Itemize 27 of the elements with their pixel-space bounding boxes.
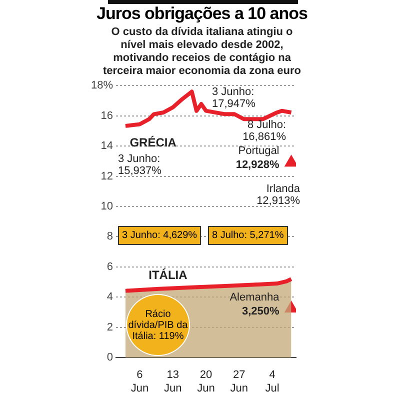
x-tick-label: 6 Jun <box>130 369 149 394</box>
series-label: ITÁLIA <box>148 268 188 282</box>
x-tick-label: 20 Jun <box>197 369 215 394</box>
y-tick-label: 12 <box>100 170 114 182</box>
y-tick-label: 18% <box>90 80 114 92</box>
y-tick-label: 8 <box>106 230 114 243</box>
chart-title: Juros obrigações a 10 anos <box>96 4 308 24</box>
x-tick-label: 4 Jul <box>265 369 280 394</box>
y-tick-label: 2 <box>106 321 114 334</box>
annotation: 3 Junho: 4,629% <box>118 226 202 245</box>
y-tick-label: 4 <box>106 291 114 304</box>
y-tick-label: 10 <box>100 200 114 213</box>
series-label: GRÉCIA <box>130 135 177 150</box>
y-tick-label: 16 <box>100 110 114 122</box>
annotation: Portugal 12,928% <box>236 145 280 172</box>
y-tick-label: 14 <box>100 140 114 152</box>
chart-subtitle: O custo da dívida italiana atingiu o nível mais elevado desde 2002, motivando receios de contágio na terceira maior economia da zona euro <box>102 26 302 78</box>
x-tick-label: 27 Jun <box>230 369 248 394</box>
x-tick-label: 13 Jun <box>164 369 182 394</box>
annotation: 8 Julho: 16,861% <box>242 119 286 143</box>
annotation: Alemanha 3,250% <box>230 291 280 318</box>
annotation: 3 Junho: 17,947% <box>212 86 256 110</box>
y-tick-label: 6 <box>106 260 114 273</box>
annotation: Irlanda 12,913% <box>256 183 300 207</box>
annotation: 8 Julho: 5,271% <box>208 226 288 245</box>
annotation: 3 Junho: 15,937% <box>118 153 162 177</box>
y-tick-label: 0 <box>106 352 114 364</box>
